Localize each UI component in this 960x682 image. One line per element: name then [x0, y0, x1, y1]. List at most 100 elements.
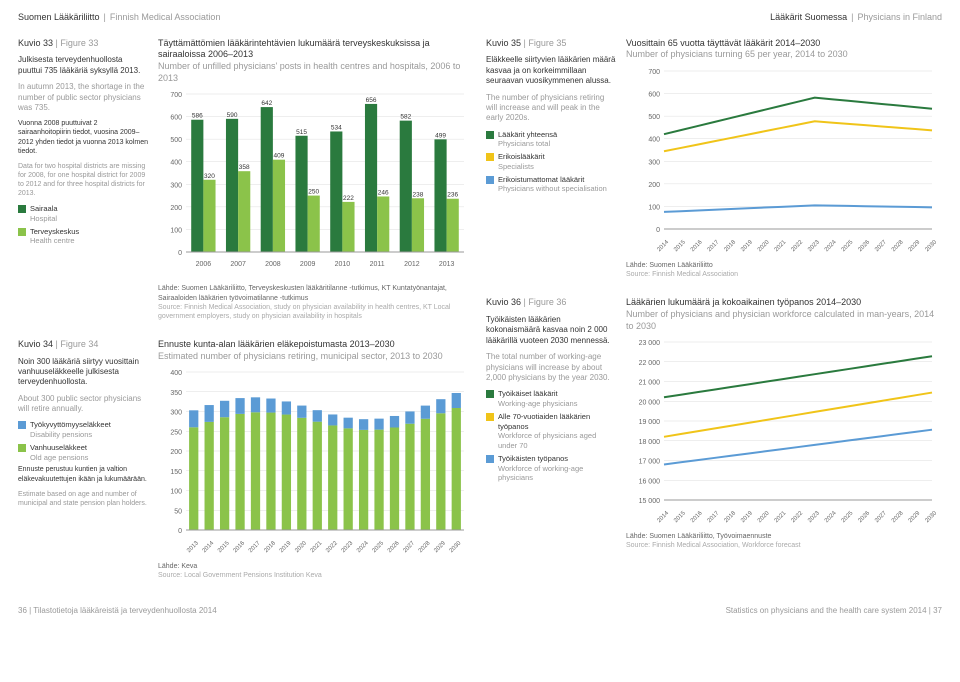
svg-text:22 000: 22 000 — [639, 360, 661, 367]
svg-text:17 000: 17 000 — [639, 459, 661, 466]
svg-text:2030: 2030 — [924, 510, 936, 524]
svg-text:500: 500 — [170, 138, 182, 145]
svg-text:150: 150 — [170, 469, 182, 476]
chart-34: 0501001502002503003504002013201420152016… — [158, 368, 468, 558]
svg-text:2026: 2026 — [857, 510, 871, 524]
svg-text:300: 300 — [170, 410, 182, 417]
svg-text:642: 642 — [261, 101, 272, 108]
svg-text:2028: 2028 — [418, 540, 432, 554]
svg-text:656: 656 — [366, 97, 377, 104]
svg-text:700: 700 — [170, 92, 182, 99]
svg-text:2021: 2021 — [310, 540, 324, 554]
svg-text:499: 499 — [435, 133, 446, 140]
hdr-right-fi: Lääkärit Suomessa — [770, 12, 847, 22]
svg-text:2020: 2020 — [757, 239, 771, 253]
svg-text:2013: 2013 — [186, 540, 200, 554]
svg-text:2018: 2018 — [723, 510, 737, 524]
svg-text:2022: 2022 — [790, 510, 804, 524]
svg-text:2027: 2027 — [874, 510, 888, 524]
svg-text:222: 222 — [343, 195, 354, 202]
svg-text:2025: 2025 — [372, 540, 386, 554]
svg-text:2029: 2029 — [908, 239, 922, 253]
svg-text:2023: 2023 — [807, 239, 821, 253]
svg-text:2022: 2022 — [790, 239, 804, 253]
svg-text:350: 350 — [170, 390, 182, 397]
svg-text:2020: 2020 — [757, 510, 771, 524]
svg-text:2007: 2007 — [230, 261, 246, 268]
svg-text:236: 236 — [447, 192, 458, 199]
svg-text:600: 600 — [170, 115, 182, 122]
svg-text:2025: 2025 — [841, 510, 855, 524]
svg-text:21 000: 21 000 — [639, 380, 661, 387]
svg-text:2013: 2013 — [439, 261, 455, 268]
svg-text:2018: 2018 — [723, 239, 737, 253]
svg-text:700: 700 — [648, 69, 660, 76]
svg-text:2026: 2026 — [857, 239, 871, 253]
svg-text:400: 400 — [648, 137, 660, 144]
svg-text:16 000: 16 000 — [639, 479, 661, 486]
figure-33: Kuvio 33 | Figure 33 Julkisesta terveyde… — [18, 38, 474, 321]
svg-text:2028: 2028 — [891, 239, 905, 253]
svg-text:2019: 2019 — [740, 239, 754, 253]
hdr-left-en: Finnish Medical Association — [110, 12, 221, 22]
svg-text:2029: 2029 — [908, 510, 922, 524]
svg-text:2015: 2015 — [673, 510, 687, 524]
svg-text:2012: 2012 — [404, 261, 420, 268]
svg-text:2022: 2022 — [325, 540, 339, 554]
svg-text:2024: 2024 — [356, 540, 370, 554]
svg-text:2011: 2011 — [370, 261, 385, 268]
svg-text:2020: 2020 — [294, 540, 308, 554]
figure-35: Kuvio 35 | Figure 35 Eläkkeelle siirtyvi… — [486, 38, 942, 280]
svg-text:2015: 2015 — [217, 540, 231, 554]
svg-text:19 000: 19 000 — [639, 419, 661, 426]
chart-35: 0100200300400500600700201420152016201720… — [626, 67, 936, 257]
svg-text:2014: 2014 — [656, 239, 670, 253]
svg-text:15 000: 15 000 — [639, 498, 661, 505]
svg-text:238: 238 — [413, 192, 424, 199]
svg-text:2016: 2016 — [233, 540, 247, 554]
svg-text:18 000: 18 000 — [639, 439, 661, 446]
svg-text:2027: 2027 — [402, 540, 416, 554]
svg-text:2019: 2019 — [279, 540, 293, 554]
svg-text:200: 200 — [648, 182, 660, 189]
svg-text:2019: 2019 — [740, 510, 754, 524]
svg-text:250: 250 — [170, 429, 182, 436]
svg-text:100: 100 — [170, 228, 182, 235]
svg-text:100: 100 — [170, 489, 182, 496]
svg-text:2010: 2010 — [335, 261, 351, 268]
svg-text:400: 400 — [170, 370, 182, 377]
chart-33: 0100200300400500600700586320200659035820… — [158, 90, 468, 280]
svg-text:300: 300 — [170, 183, 182, 190]
svg-text:2021: 2021 — [774, 510, 788, 524]
hdr-left-fi: Suomen Lääkäriliitto — [18, 12, 100, 22]
svg-text:515: 515 — [296, 129, 307, 136]
svg-text:246: 246 — [378, 190, 389, 197]
svg-text:200: 200 — [170, 449, 182, 456]
svg-text:320: 320 — [204, 173, 215, 180]
svg-text:2016: 2016 — [690, 239, 704, 253]
svg-text:200: 200 — [170, 205, 182, 212]
svg-text:2027: 2027 — [874, 239, 888, 253]
chart-36: 15 000 16 000 17 000 18 000 19 000 20 000 21 0… — [626, 338, 936, 528]
svg-text:2016: 2016 — [690, 510, 704, 524]
svg-text:0: 0 — [178, 250, 182, 257]
svg-text:586: 586 — [192, 113, 203, 120]
svg-text:100: 100 — [648, 204, 660, 211]
svg-text:2024: 2024 — [824, 510, 838, 524]
svg-text:534: 534 — [331, 125, 342, 132]
svg-text:2018: 2018 — [263, 540, 277, 554]
svg-text:2009: 2009 — [300, 261, 316, 268]
page-header: Suomen Lääkäriliitto|Finnish Medical Ass… — [18, 12, 942, 24]
svg-text:2030: 2030 — [924, 239, 936, 253]
svg-text:2025: 2025 — [841, 239, 855, 253]
svg-text:20 000: 20 000 — [639, 400, 661, 407]
svg-text:0: 0 — [656, 227, 660, 234]
svg-text:590: 590 — [227, 112, 238, 119]
svg-text:358: 358 — [239, 165, 250, 172]
svg-text:300: 300 — [648, 159, 660, 166]
svg-text:582: 582 — [400, 114, 411, 121]
svg-text:2017: 2017 — [707, 239, 721, 253]
svg-text:2024: 2024 — [824, 239, 838, 253]
svg-text:409: 409 — [274, 153, 285, 160]
svg-text:500: 500 — [648, 114, 660, 121]
